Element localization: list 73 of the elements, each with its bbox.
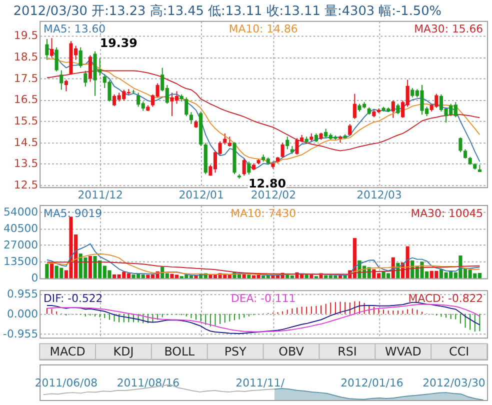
candlestick	[223, 132, 227, 146]
bar	[45, 264, 49, 278]
candlestick	[189, 112, 193, 125]
bar	[194, 276, 198, 278]
bar	[247, 274, 251, 278]
bar	[88, 256, 92, 278]
candlestick	[286, 136, 290, 150]
line-series	[46, 262, 480, 275]
annotation: 12.80	[248, 176, 286, 191]
annotation: 19.39	[100, 36, 138, 50]
category-label: PSY	[224, 344, 248, 358]
category-label: MACD	[50, 344, 86, 358]
y-tick-label: 0.955	[6, 287, 38, 300]
text: MA10: 14.86	[228, 22, 298, 36]
y-tick-label: 12.5	[14, 178, 38, 192]
text: DEA: -0.111	[230, 292, 296, 305]
category-label: KDJ	[113, 344, 134, 358]
y-tick-label: 0.000	[6, 307, 38, 320]
candlestick	[458, 136, 462, 153]
category-label: RSI	[338, 344, 357, 358]
candlestick	[88, 54, 92, 82]
candlestick	[280, 142, 284, 158]
x-tick-label: 2012/01/16	[340, 376, 404, 390]
candlestick	[242, 158, 246, 176]
series-label: MACD: -0.822	[408, 292, 484, 305]
bar	[50, 263, 54, 278]
y-tick-label: 14.5	[14, 136, 38, 149]
candlestick	[60, 70, 64, 90]
series-label: DIF: -0.522	[44, 292, 103, 305]
x-tick-label: 2012/02	[250, 188, 296, 202]
candlestick	[247, 161, 251, 176]
y-tick-label: 16.5	[14, 93, 38, 106]
y-tick-label: 15.5	[14, 114, 38, 128]
series-label: MA5: 13.60	[44, 22, 106, 36]
candlestick	[184, 96, 188, 117]
candlestick	[463, 148, 468, 160]
y-tick-label: 13.5	[14, 157, 38, 170]
category-label: BOLL	[164, 344, 196, 358]
candlestick	[396, 103, 400, 115]
y-tick-label: 13500	[4, 255, 38, 268]
x-tick-label: 2012/01	[178, 188, 224, 202]
y-tick-label: 19.5	[14, 29, 38, 42]
text: MA30: 10045	[410, 206, 484, 220]
y-tick-label: 27000	[4, 238, 38, 252]
candlestick	[50, 38, 54, 58]
text: MA10: 7430	[230, 206, 296, 220]
x-tick-label: 2012/03	[356, 188, 402, 202]
candlestick	[352, 93, 356, 120]
candlestick	[228, 136, 232, 148]
candlestick	[54, 46, 58, 72]
category-label: WVAD	[384, 344, 422, 358]
text: MA30: 15.66	[414, 22, 484, 36]
x-tick-label: 2011/12	[78, 188, 123, 202]
y-tick-label: 40500	[4, 222, 38, 235]
y-tick-label: 54000	[4, 205, 38, 218]
y-tick-label: -0.955	[3, 327, 38, 340]
x-tick-label: 2011/11/	[236, 376, 285, 390]
y-tick-label: 17.5	[14, 72, 38, 85]
x-tick-label: 2011/08/16	[116, 376, 180, 390]
text: MA5: 9019	[44, 206, 102, 220]
chart-title: 2012/03/30 开:13.23 高:13.45 低:13.11 收:13.11 量:4303 幅:-1.50%	[13, 2, 442, 19]
y-tick-label: 0	[31, 272, 38, 285]
x-tick-label: 2012/03/30	[422, 376, 486, 390]
category-label: CCI	[449, 344, 470, 358]
candlestick	[84, 70, 88, 88]
candlestick	[78, 46, 82, 68]
candlestick	[64, 79, 68, 92]
candlestick	[391, 100, 395, 118]
candlestick	[45, 38, 49, 60]
category-label: OBV	[278, 344, 305, 358]
line-series	[46, 253, 480, 276]
y-tick-label: 18.5	[14, 50, 38, 64]
x-tick-label: 2011/06/08	[34, 376, 98, 390]
